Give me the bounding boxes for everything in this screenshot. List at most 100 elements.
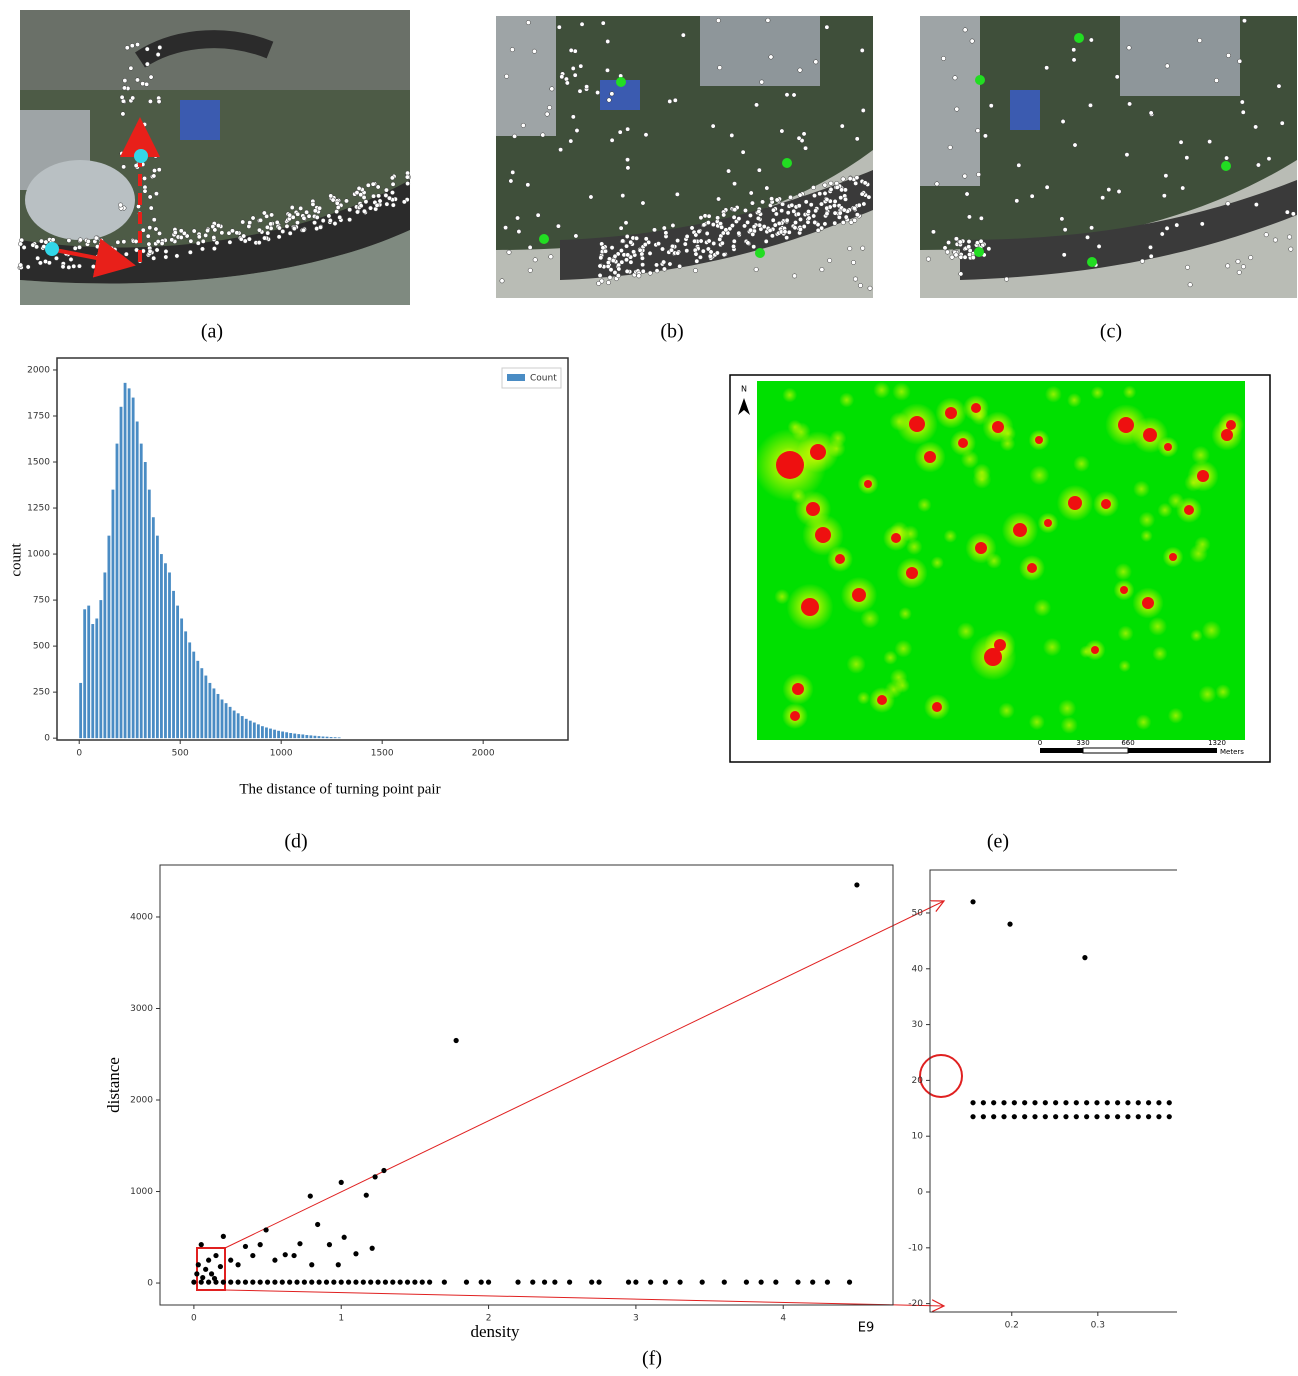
track-point — [669, 248, 673, 252]
point — [1063, 1114, 1068, 1119]
track-point — [1253, 125, 1257, 129]
track-point — [692, 239, 696, 243]
point — [663, 1280, 668, 1285]
track-point — [598, 264, 602, 268]
track-point — [690, 226, 694, 230]
track-point — [179, 235, 183, 239]
track-point — [963, 174, 967, 178]
track-point — [402, 200, 406, 204]
track-point — [715, 251, 719, 255]
track-point — [963, 255, 967, 259]
point — [209, 1271, 214, 1276]
track-point — [331, 198, 335, 202]
point — [339, 1280, 344, 1285]
track-point — [785, 93, 789, 97]
point — [206, 1258, 211, 1263]
halo — [1189, 544, 1208, 563]
track-point — [1149, 254, 1153, 258]
track-point — [844, 215, 848, 219]
track-point — [375, 203, 379, 207]
point — [847, 1280, 852, 1285]
track-point — [304, 210, 308, 214]
bar — [208, 683, 211, 738]
track-point — [613, 254, 617, 258]
track-point — [829, 187, 833, 191]
track-point — [154, 227, 158, 231]
track-point — [941, 56, 945, 60]
panel-label: (c) — [1100, 321, 1122, 343]
track-point — [1117, 189, 1121, 193]
track-point — [784, 235, 788, 239]
point — [383, 1280, 388, 1285]
point — [795, 1280, 800, 1285]
point — [1136, 1114, 1141, 1119]
hotspot — [806, 502, 820, 516]
track-point — [967, 215, 971, 219]
track-point — [1100, 196, 1104, 200]
halo — [973, 470, 992, 489]
track-point — [116, 240, 120, 244]
track-point — [124, 252, 128, 256]
track-point — [243, 239, 247, 243]
track-point — [955, 107, 959, 111]
track-point — [804, 200, 808, 204]
track-point — [336, 205, 340, 209]
bar — [172, 591, 175, 738]
track-point — [935, 182, 939, 186]
track-point — [840, 124, 844, 128]
track-point — [1198, 38, 1202, 42]
hotspot — [1142, 597, 1154, 609]
hotspot — [1169, 553, 1177, 561]
track-point — [766, 18, 770, 22]
track-point — [629, 240, 633, 244]
track-point — [783, 230, 787, 234]
track-point — [754, 103, 758, 107]
hotspot — [815, 527, 831, 543]
track-point — [749, 191, 753, 195]
bar — [204, 676, 207, 739]
track-point — [158, 45, 162, 49]
track-point — [825, 211, 829, 215]
track-point — [1061, 119, 1065, 123]
track-point — [69, 257, 73, 261]
track-point — [798, 68, 802, 72]
track-point — [792, 274, 796, 278]
y-tick-label: 750 — [33, 596, 50, 606]
track-point — [757, 168, 761, 172]
point — [213, 1280, 218, 1285]
scale-unit: Meters — [1220, 748, 1244, 756]
track-point — [391, 203, 395, 207]
track-point — [1045, 185, 1049, 189]
bar — [160, 554, 163, 738]
bar — [83, 609, 86, 738]
y-tick-label: 2000 — [27, 365, 50, 375]
track-point — [812, 193, 816, 197]
point — [759, 1280, 764, 1285]
point — [1094, 1114, 1099, 1119]
point — [1022, 1100, 1027, 1105]
track-point — [965, 192, 969, 196]
bar — [128, 388, 131, 738]
halo — [892, 382, 911, 401]
track-point — [752, 225, 756, 229]
track-point — [1200, 222, 1204, 226]
track-point — [203, 233, 207, 237]
bar — [213, 688, 216, 738]
track-point — [517, 229, 521, 233]
point — [970, 899, 975, 904]
point — [1084, 1100, 1089, 1105]
bar — [196, 661, 199, 738]
halo — [1202, 621, 1221, 640]
track-point — [967, 239, 971, 243]
track-point — [216, 223, 220, 227]
track-point — [366, 183, 370, 187]
halo — [957, 622, 975, 640]
halo — [1045, 386, 1062, 403]
track-point — [18, 242, 22, 246]
track-point — [608, 275, 612, 279]
track-point — [1015, 199, 1019, 203]
track-point — [852, 206, 856, 210]
track-point — [515, 216, 519, 220]
halo — [1190, 629, 1203, 642]
track-point — [737, 231, 741, 235]
